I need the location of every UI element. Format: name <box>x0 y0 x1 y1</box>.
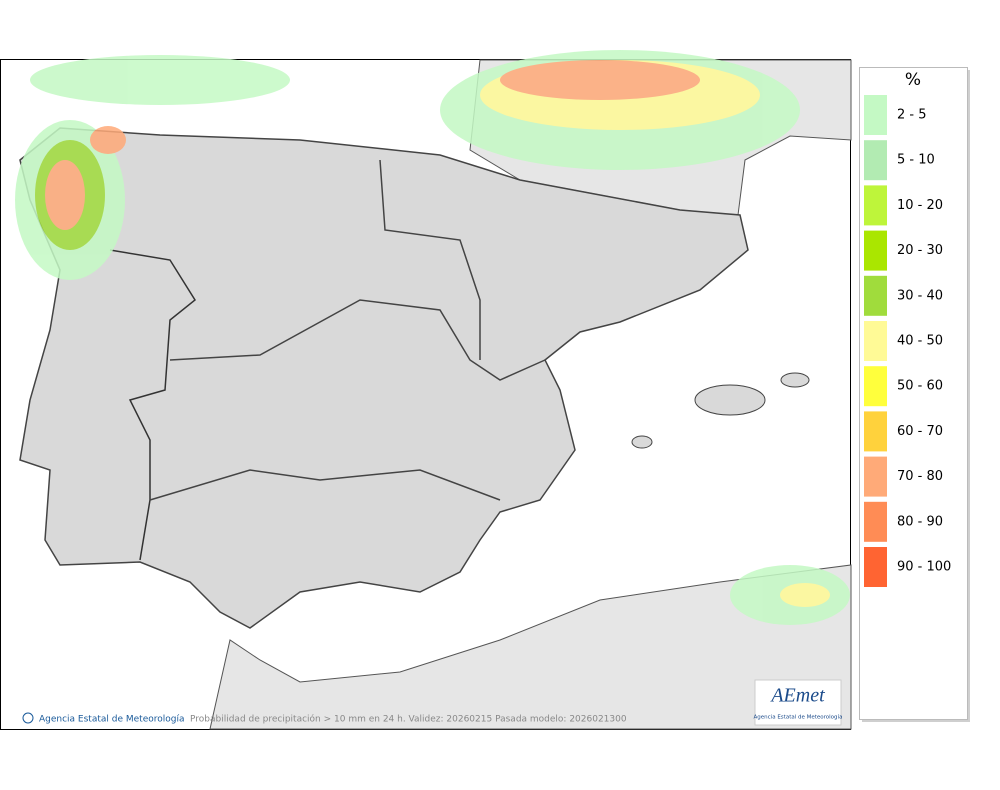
logo: AEmet <box>769 685 825 707</box>
legend-swatch <box>864 230 887 271</box>
legend-label: 30 - 40 <box>897 288 943 303</box>
region-border <box>379 159 481 360</box>
copyright-icon <box>22 712 34 724</box>
legend-label: 80 - 90 <box>897 514 943 529</box>
legend-swatch <box>864 366 887 407</box>
logo-box <box>754 679 842 726</box>
mallorca <box>694 384 766 416</box>
legend-swatch <box>864 185 887 226</box>
caption: Probabilidad de precipitación > 10 mm en… <box>190 714 627 725</box>
credit: Agencia Estatal de Meteorología <box>39 715 185 725</box>
legend: % 2 - 5 5 - 10 10 - 20 20 - 30 30 - 40 40 - 5… <box>859 67 970 722</box>
legend-swatch <box>864 411 887 452</box>
region-border <box>149 469 501 501</box>
legend-label: 70 - 80 <box>897 469 943 484</box>
legend-label: 5 - 10 <box>897 153 935 168</box>
legend-label: 90 - 100 <box>897 560 951 575</box>
region-border <box>169 299 546 381</box>
precipitation-overlay <box>15 50 850 625</box>
ibiza <box>631 435 653 449</box>
legend-label: 2 - 5 <box>897 108 927 123</box>
rain-area <box>45 160 85 230</box>
legend-swatch <box>864 140 887 181</box>
legend-swatch <box>864 95 887 135</box>
portugal-border <box>109 249 196 561</box>
map: Agencia Estatal de Meteorología Probabil… <box>0 50 852 730</box>
rain-area <box>30 55 290 105</box>
legend-label: 40 - 50 <box>897 334 943 349</box>
rain-area <box>90 126 126 154</box>
menorca <box>780 372 810 388</box>
legend-swatch <box>864 547 887 587</box>
legend-swatch <box>864 456 887 497</box>
legend-label: 50 - 60 <box>897 379 943 394</box>
legend-label: 20 - 30 <box>897 243 943 258</box>
africa <box>209 564 852 730</box>
logo-subtitle: Agencia Estatal de Meteorología <box>754 714 843 721</box>
rain-area <box>780 583 830 607</box>
legend-label: 10 - 20 <box>897 198 943 213</box>
legend-title: % <box>905 70 921 90</box>
legend-swatch <box>864 321 887 361</box>
rain-area <box>500 60 700 100</box>
iberia <box>19 127 749 629</box>
legend-swatch <box>864 501 887 542</box>
legend-label: 60 - 70 <box>897 424 943 439</box>
legend-swatch <box>864 275 887 316</box>
